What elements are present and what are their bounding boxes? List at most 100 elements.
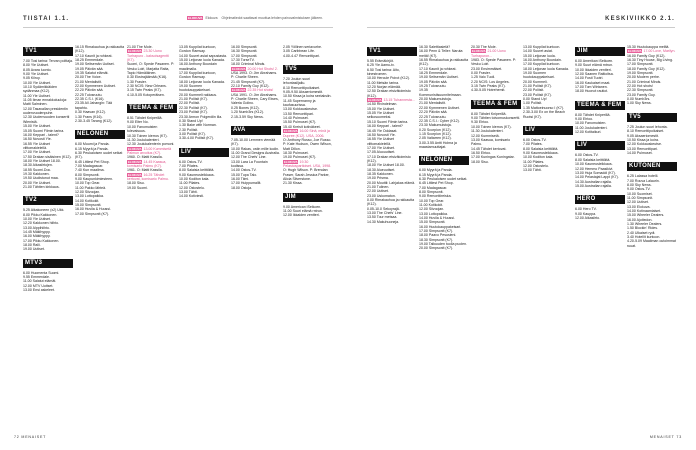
program-listing: 10.00 Top Gear. [75, 181, 101, 186]
channel-header: TEEMA & FEM [471, 99, 521, 109]
program-listing: 17.00 Simpsonit (K7). [75, 211, 110, 216]
program-listing: 16.00 Kaukaiset maat. [575, 80, 611, 85]
program-listing: 18.30 Aikasiirtojen. [23, 163, 53, 168]
program-listing: 22.00 Poliisit. [179, 101, 201, 106]
program-listing: 1.20 Numb3rs (K12). [231, 110, 264, 115]
film-listing: ELOKUVA 17.00 Love, Marilyn. [627, 49, 677, 54]
program-listing: 16.55 Rimakauhua ja rakkautta (K12). [419, 58, 469, 67]
program-listing: 2.05 Yöllinen seriavurhe. [283, 45, 322, 49]
program-listing: 11.00 Grand Designs Australia. [231, 150, 280, 155]
film-badge: ELOKUVA [127, 159, 143, 164]
program-listing: 1.00 Sky News. [627, 101, 652, 106]
film-listing: ELOKUVA 13.15 Tuhannesta... [367, 98, 417, 103]
program-listing: 22.25 Tulosruutu. [419, 114, 447, 119]
program-listing: 23.00 Poliisit (K7). [523, 92, 552, 97]
program-listing: 18.30 Pulmuset. [283, 150, 309, 155]
spacer [75, 123, 125, 128]
program-listing: 10.30 Toinen kierros (K7). [127, 133, 168, 138]
program-listing: 22.00 Kymmenen Uutiset. [419, 105, 460, 110]
program-listing: 17.30 TorseTV. [231, 58, 255, 63]
program-listing: 2.15-3.59 Sky News. [231, 114, 264, 119]
program-listing: 14.00 Huvila & Huussi. [419, 216, 455, 221]
program-listing: 3.30-4.00 Poliisit (K7). [179, 136, 214, 141]
program-listing: 21.00 Mentalistit. [419, 101, 446, 106]
program-listing: 8.00 Simpsonit. [419, 189, 444, 194]
film-listing: ELOKUVA 20.00 Hot Shots! 2. [231, 66, 281, 71]
program-listing: 16.45 Yle Oddasat. [367, 128, 398, 133]
program-listing: 11.00 Kotikokit. [419, 203, 443, 207]
program-listing: 18.00 Ralli. [23, 243, 41, 248]
program-listing: 12.00 Uutiset. [627, 200, 649, 205]
program-listing: 6.00 Muumi ja Panda. [75, 142, 110, 147]
program-listing: 23.00 Poliisit (K7). [179, 110, 208, 115]
program-listing: 3.00-3.55 Antti Holma ja maastamuuttajat… [419, 140, 457, 149]
program-listing: 14.40 Pulmuset. [283, 116, 309, 121]
program-listing: 20.00 Kummeli. [523, 79, 548, 84]
left-header-rule [23, 27, 333, 28]
program-listing: 6.00 Huomenta Suomi. [23, 270, 60, 275]
program-listing: 2.20 NCIS: Los Angeles. [471, 79, 510, 84]
program-listing: 13.00 Huja Somaddi (K7). [575, 170, 616, 175]
program-listing: 12.00 Aikasiirto. [575, 215, 601, 220]
spacer [627, 155, 677, 160]
program-listing: 18.35 Kakkonen. [367, 171, 394, 176]
listing-column: 2.05 Yöllinen seriavurhe. 3.05 Caribbean … [283, 45, 333, 400]
channel-header: TV5 [627, 112, 677, 122]
program-listing: 21.00 Tähtien kirkkaus. [23, 184, 60, 189]
left-page-date: TIISTAI 1.1. [23, 16, 70, 22]
program-listing: 10.00 Toinen kierros (K7). [471, 124, 512, 129]
program-listing: 8.00 Pikku Kakkonen. [23, 212, 58, 217]
program-listing: 15.50 Pulmuset (K7). [283, 120, 317, 125]
program-listing: 15.05 Suomi Filmin tarina. [23, 128, 65, 133]
program-listing: 10.00 Yle Uutiset. [23, 80, 51, 85]
program-listing: 1.50 Blockin' Rides. [627, 226, 659, 231]
film-badge: ELOKUVA [127, 146, 143, 151]
film-badge: ELOKUVA [627, 49, 643, 54]
program-listing: 16.00 Huvila & Huussi. [75, 207, 111, 212]
program-text: 14.45 Kaasua, komisario Palmu (K7). [127, 159, 167, 168]
program-listing: 8.00 Tähdet Kniperillä. [471, 111, 507, 116]
program-listing: 22.00 Kymmenen Uutiset. [75, 84, 116, 89]
program-text: 16.00 Sinä, minä ja Dupree (K12). USA, 2… [283, 129, 330, 138]
program-listing: 11.00 Pakko lähteä. [75, 185, 107, 190]
legend-label: Elokuva [205, 16, 218, 20]
program-text: 23.30 Uuno Turhapuro - kaksoisagentti (K… [127, 49, 169, 63]
program-listing: 11.00 Yle Uutiset. [23, 93, 51, 98]
program-listing: 2.30 NCIS: New Orleans. [127, 84, 167, 89]
program-listing: 0.25 Bones (K12). [231, 105, 260, 110]
program-listing: 1.15 Scorpion (K12). [419, 131, 452, 136]
program-listing: 12.30 Joulukalenterin pomoni. [127, 142, 175, 147]
film-badge: ELOKUVA [471, 49, 487, 54]
program-listing: 6.15 Myyrä ja Panda. [419, 172, 453, 177]
program-listing: 0.20 Scorpion (K12). [419, 127, 452, 132]
program-listing: 6.00 Hero TV. [575, 207, 597, 212]
program-listing: 2.30-3.00 Ex on the Beach Ruotsi (K7). [523, 110, 566, 119]
program-listing: 1960. O: Matti Kassila. [127, 155, 163, 160]
listing-column: 13.00 Kuppilat kuntoon. 14.00 Suuret asia… [523, 45, 573, 400]
program-listing: 7.20 Joulun suuri lehontasiljailu. [283, 77, 311, 86]
program-listing: 19.00 Talkuuden tuolla puolen. [419, 242, 468, 247]
program-listing: 1.30 Frasier. [127, 79, 147, 84]
film-listing: ELOKUVA 16.00 Sinä, minä ja Dupree (K12).… [283, 129, 333, 138]
film-badge: ELOKUVA [127, 49, 143, 54]
program-listing: 13.00 The Chefs' Line. [367, 211, 403, 216]
program-listing: 13.05 Kuppilat kuntoon, Gordon Ramsay. [179, 45, 217, 54]
program-listing: 22.35 C.S.I. (K16). [75, 97, 105, 102]
program-listing: 0.30 Stand Up! [179, 118, 203, 123]
program-listing: 8.00 Salaisia keittiöitä. [523, 146, 559, 151]
film-listing: ELOKUVA 21.00 Uuno Turhapuron... [471, 49, 521, 58]
program-listing: 8.00 Tähdet Kniperillä. [575, 112, 611, 117]
program-listing: 2.30 Poliisit. [179, 127, 199, 132]
program-listing: 19.05 Päivän sää. [75, 66, 104, 71]
program-listing: 19.00 Suomi. [127, 185, 148, 190]
program-text: 19.30 Pelastuspartioiset. USA, 1998. [283, 159, 332, 168]
channel-header: LIV [179, 147, 229, 157]
program-listing: 20.00 The Voice. [75, 75, 102, 80]
program-listing: 17.10 Kaunit ja rohkeat. [419, 66, 457, 71]
program-listing: 17.05 Aluouutiset. [367, 150, 396, 155]
program-listing: 4.10-5.05 Kotoperäisen. [127, 92, 165, 97]
program-listing: 8.05 Avara luonto. [23, 67, 52, 72]
listing-column: 15.30 Huutokauppa meiltä. ELOKUVA 17.00 Lo… [627, 45, 677, 400]
program-listing: 22.00 Poliisit. [523, 88, 545, 93]
program-listing: 17.10 Drakan etsivätoimisto (K12). [367, 154, 411, 163]
